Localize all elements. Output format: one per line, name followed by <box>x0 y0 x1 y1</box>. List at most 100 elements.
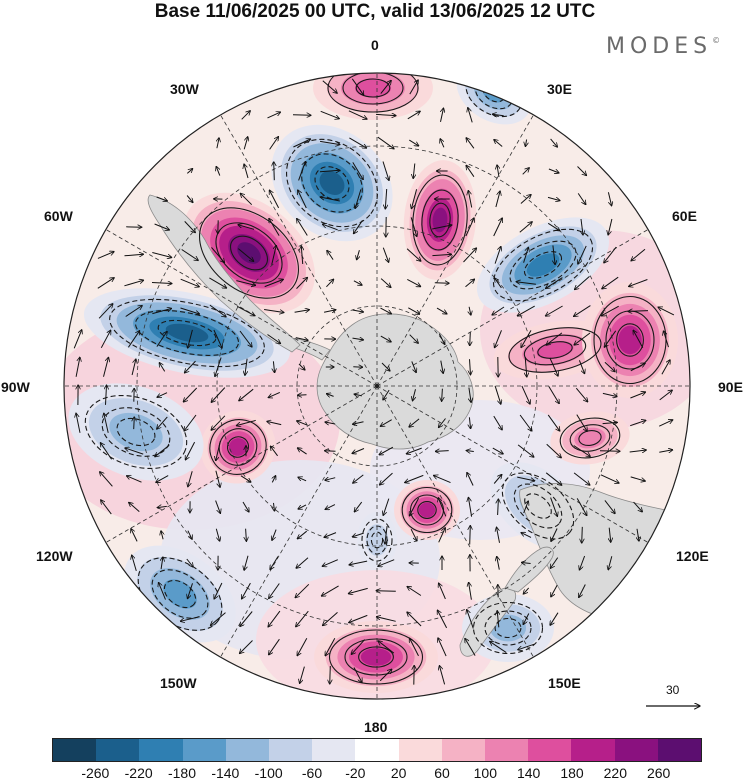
wind-vector <box>575 276 590 289</box>
wind-vector <box>298 363 305 370</box>
wind-vector <box>408 307 419 314</box>
wind-vector <box>186 558 193 567</box>
wind-vector <box>574 305 591 317</box>
anomaly-shade-level <box>526 253 560 277</box>
wind-vector <box>521 563 531 564</box>
wind-vector <box>268 610 281 627</box>
wind-vector <box>271 245 277 265</box>
wind-vector <box>156 196 168 201</box>
wind-vector <box>546 443 562 458</box>
wind-vector <box>577 166 587 176</box>
wind-vector <box>601 305 619 316</box>
wind-vector <box>468 191 473 208</box>
wind-vector <box>215 470 220 488</box>
wind-vector <box>131 529 138 542</box>
wind-vector <box>432 225 452 230</box>
wind-vector <box>495 191 500 208</box>
wind-vector <box>269 190 280 209</box>
wind-vector <box>604 330 617 347</box>
wind-vector <box>348 587 368 593</box>
wind-vector <box>186 169 192 174</box>
wind-vector <box>468 108 473 123</box>
wind-vector <box>101 500 112 515</box>
wind-vector <box>494 385 501 404</box>
wind-vector <box>469 387 471 403</box>
wind-vector <box>411 361 416 372</box>
wind-vector <box>152 308 171 315</box>
meridian-line <box>105 229 378 387</box>
wind-vector <box>125 448 144 455</box>
wind-vector <box>267 112 281 119</box>
wind-vector <box>217 138 219 149</box>
wind-vector <box>97 278 114 289</box>
wind-vector <box>296 277 308 289</box>
contour-line <box>578 430 602 446</box>
wind-vector <box>380 307 392 314</box>
wind-vector <box>269 218 280 236</box>
wind-vector <box>492 306 505 315</box>
wind-vector <box>432 254 451 255</box>
wind-vector <box>383 498 390 516</box>
wind-vector <box>659 390 673 401</box>
contour-line <box>134 310 240 356</box>
positive-anomaly <box>200 410 276 484</box>
wind-vector <box>151 283 172 284</box>
wind-vector <box>159 363 166 372</box>
wind-vector <box>378 559 395 567</box>
wind-vector <box>322 224 338 231</box>
wind-vector <box>442 388 443 402</box>
wind-vector <box>242 501 249 512</box>
wind-vector <box>409 139 418 146</box>
wind-vector <box>411 189 418 208</box>
wind-vector <box>385 188 386 209</box>
colorbar-segment <box>53 739 97 761</box>
wind-vector <box>629 279 648 287</box>
wind-vector <box>180 278 200 287</box>
wind-vector <box>380 278 391 288</box>
wind-vector <box>493 415 502 430</box>
wind-vector <box>548 386 559 403</box>
meridian-line <box>376 385 534 658</box>
wind-vector <box>439 666 446 685</box>
wind-vector <box>440 139 445 148</box>
wind-vector <box>659 450 672 452</box>
contour-line <box>285 138 379 228</box>
wind-vector <box>349 614 368 622</box>
wind-vector <box>550 557 559 569</box>
wind-vector <box>633 501 643 512</box>
wind-vector <box>548 168 559 173</box>
wind-vector <box>351 639 366 655</box>
wind-vector <box>351 78 363 95</box>
colorbar-segment <box>528 739 572 761</box>
wind-vector <box>134 417 135 430</box>
wind-vector <box>242 582 251 599</box>
wind-vector <box>209 277 226 288</box>
wind-vector <box>270 556 279 570</box>
wind-vector <box>410 528 417 541</box>
wind-vector <box>320 110 340 118</box>
wind-vector <box>494 246 501 264</box>
colorbar-tick-label: 180 <box>560 765 584 781</box>
wind-vector <box>493 475 502 484</box>
wind-vector <box>466 165 475 177</box>
map-title: Base 11/06/2025 00 UTC, valid 13/06/2025… <box>154 1 596 22</box>
wind-vector <box>381 362 390 371</box>
wind-vector <box>602 276 619 289</box>
wind-vector <box>326 279 333 288</box>
wind-vector <box>550 138 558 147</box>
wind-vector <box>407 587 422 596</box>
contour-line <box>569 424 611 452</box>
wind-vector <box>523 501 529 514</box>
contour-line <box>559 417 621 459</box>
wind-vector <box>325 478 336 481</box>
wind-vector <box>465 279 475 288</box>
wind-vector <box>238 225 255 230</box>
copyright-mark: © <box>712 36 721 45</box>
wind-vector <box>325 451 336 452</box>
wind-vector <box>658 420 673 427</box>
wind-vector <box>246 528 247 542</box>
colorbar-segment <box>441 739 486 761</box>
wind-vector <box>295 583 310 597</box>
wind-vector <box>327 250 334 260</box>
